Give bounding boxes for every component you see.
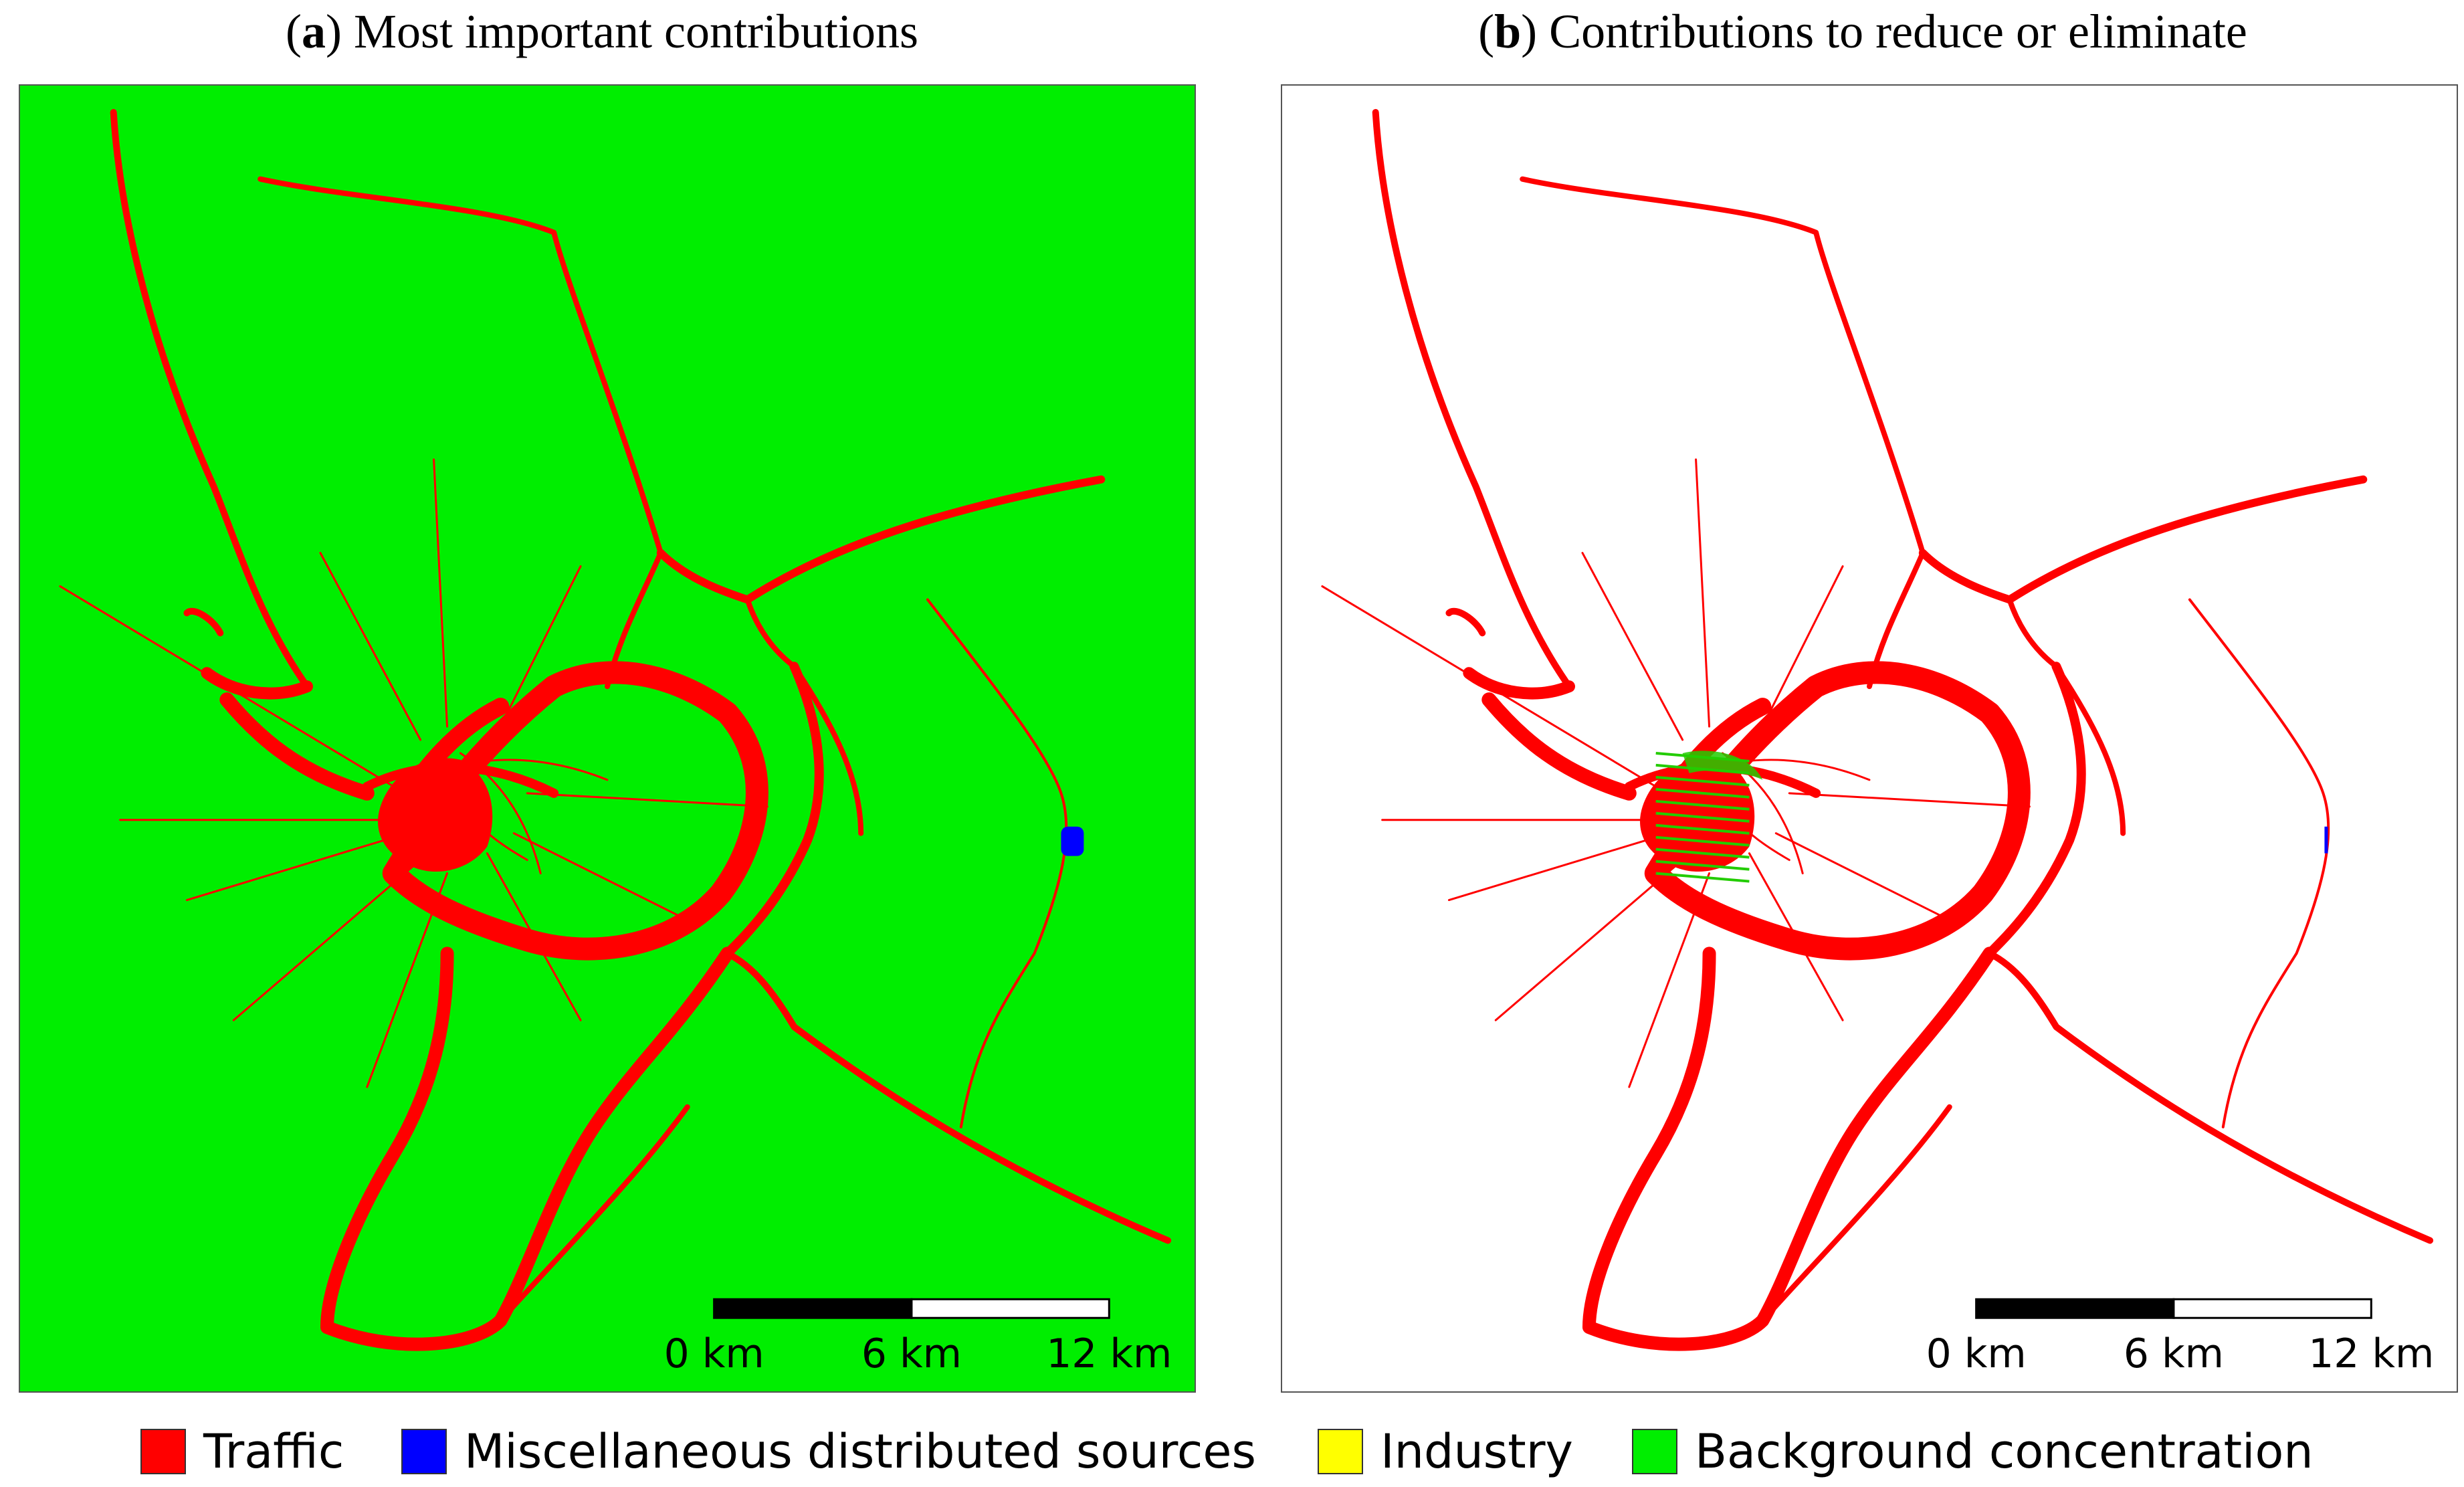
legend-item-background: Background concentration	[1632, 1418, 2314, 1485]
road-segment	[1628, 872, 1711, 1088]
road-segment	[498, 1104, 690, 1324]
overlay-patch	[1682, 751, 1763, 780]
road-segment	[1582, 947, 1996, 1351]
road-segment	[1760, 1104, 1952, 1324]
road-segment	[1644, 661, 2031, 961]
overlay-stroke	[1655, 823, 1750, 835]
scale-bar-segment-black	[713, 1298, 913, 1319]
scale-bar-label: 6 km	[861, 1330, 962, 1377]
road-segment	[1918, 475, 2368, 604]
panel-a-letter: a	[302, 5, 326, 58]
scale-bar-segment-white	[2172, 1298, 2372, 1319]
road-segment	[1445, 607, 1486, 637]
road-segment	[2188, 598, 2330, 1128]
scale-bar-label: 12 km	[2308, 1330, 2434, 1377]
legend-swatch-background	[1632, 1429, 1677, 1474]
legend-item-industry: Industry	[1318, 1418, 1573, 1485]
road-segment	[722, 662, 824, 959]
road-segment	[258, 176, 663, 690]
road-segment	[724, 950, 1172, 1244]
scale-bar-label: 6 km	[2124, 1330, 2224, 1377]
map-panel-a: 0 km 6 km 12 km	[19, 84, 1196, 1393]
overlay-stroke	[1655, 872, 1750, 883]
misc-source-patch	[2324, 826, 2328, 854]
legend-item-traffic: Traffic	[140, 1418, 344, 1485]
scale-bar-label: 0 km	[664, 1330, 764, 1377]
road-segment	[1774, 832, 1951, 921]
road-segment	[183, 607, 224, 637]
road-segment	[512, 832, 689, 921]
road-segment	[1984, 662, 2086, 959]
road-segment	[1695, 458, 1711, 728]
legend-swatch-industry	[1318, 1429, 1363, 1474]
overlay-stroke	[1655, 848, 1750, 859]
legend-label-industry: Industry	[1380, 1424, 1573, 1479]
legend-label-misc: Miscellaneous distributed sources	[464, 1424, 1256, 1479]
legend-swatch-traffic	[140, 1429, 186, 1474]
road-segment	[1494, 859, 1684, 1021]
road-segment	[1748, 565, 1844, 755]
road-segment	[526, 792, 768, 808]
road-segment	[232, 859, 422, 1021]
scale-bar-0: 0 km 6 km 12 km	[664, 1298, 1172, 1377]
panel-b-letter: b	[1494, 5, 1522, 58]
road-segment	[382, 661, 768, 961]
road-segment	[1481, 692, 1637, 801]
road-segment	[459, 752, 542, 875]
legend-swatch-misc	[401, 1429, 447, 1474]
scale-bar-segment-white	[910, 1298, 1110, 1319]
misc-source-patch	[1061, 826, 1084, 856]
road-segment	[110, 108, 311, 690]
scale-bar-segment-black	[1975, 1298, 2175, 1319]
legend: Traffic Miscellaneous distributed source…	[0, 1418, 2464, 1485]
legend-label-traffic: Traffic	[203, 1424, 344, 1479]
map-background-1	[1282, 86, 2457, 1391]
scale-bar-label: 0 km	[1926, 1330, 2027, 1377]
road-segment	[1321, 585, 1657, 788]
road-segment	[219, 692, 375, 801]
road-segment	[1372, 108, 1573, 690]
road-segment	[185, 832, 409, 902]
overlay-stroke	[1655, 787, 1750, 799]
road-segment	[1986, 950, 2434, 1244]
road-segment	[656, 475, 1106, 604]
panel-b-title-text: Contributions to reduce or eliminate	[1537, 5, 2247, 58]
road-segment	[486, 565, 582, 755]
road-segment	[366, 872, 449, 1088]
road-segment	[1520, 176, 1926, 690]
scale-bar-label: 12 km	[1046, 1330, 1172, 1377]
overlay-stroke	[1655, 775, 1750, 787]
road-segment	[319, 552, 422, 741]
panel-a-title: (a) Most important contributions	[286, 5, 918, 58]
road-segment	[1581, 552, 1684, 741]
map-panel-b: 0 km 6 km 12 km	[1281, 84, 2458, 1393]
city-core-traffic	[378, 758, 493, 872]
road-segment	[433, 458, 449, 728]
road-segment	[320, 947, 734, 1351]
overlay-stroke	[1655, 811, 1750, 823]
road-network-1	[1321, 108, 2434, 1351]
map-canvas-1: 0 km 6 km 12 km	[1282, 86, 2457, 1391]
legend-item-misc: Miscellaneous distributed sources	[401, 1418, 1256, 1485]
panel-b-title: (b) Contributions to reduce or eliminate	[1478, 5, 2247, 58]
overlay-stroke	[1655, 835, 1750, 847]
road-segment	[59, 585, 395, 788]
overlay-stroke	[1655, 860, 1750, 871]
map-background-0	[20, 86, 1195, 1391]
city-core-background-overlay	[1655, 751, 1763, 883]
legend-label-background: Background concentration	[1695, 1424, 2314, 1479]
scale-bar-1: 0 km 6 km 12 km	[1926, 1298, 2434, 1377]
panel-a-title-text: Most important contributions	[342, 5, 918, 58]
road-segment	[1788, 792, 2031, 808]
road-segment	[1748, 852, 1844, 1021]
road-segment	[486, 852, 582, 1021]
road-segment	[1447, 832, 1671, 902]
map-canvas-0: 0 km 6 km 12 km	[20, 86, 1195, 1391]
overlay-stroke	[1655, 799, 1750, 811]
